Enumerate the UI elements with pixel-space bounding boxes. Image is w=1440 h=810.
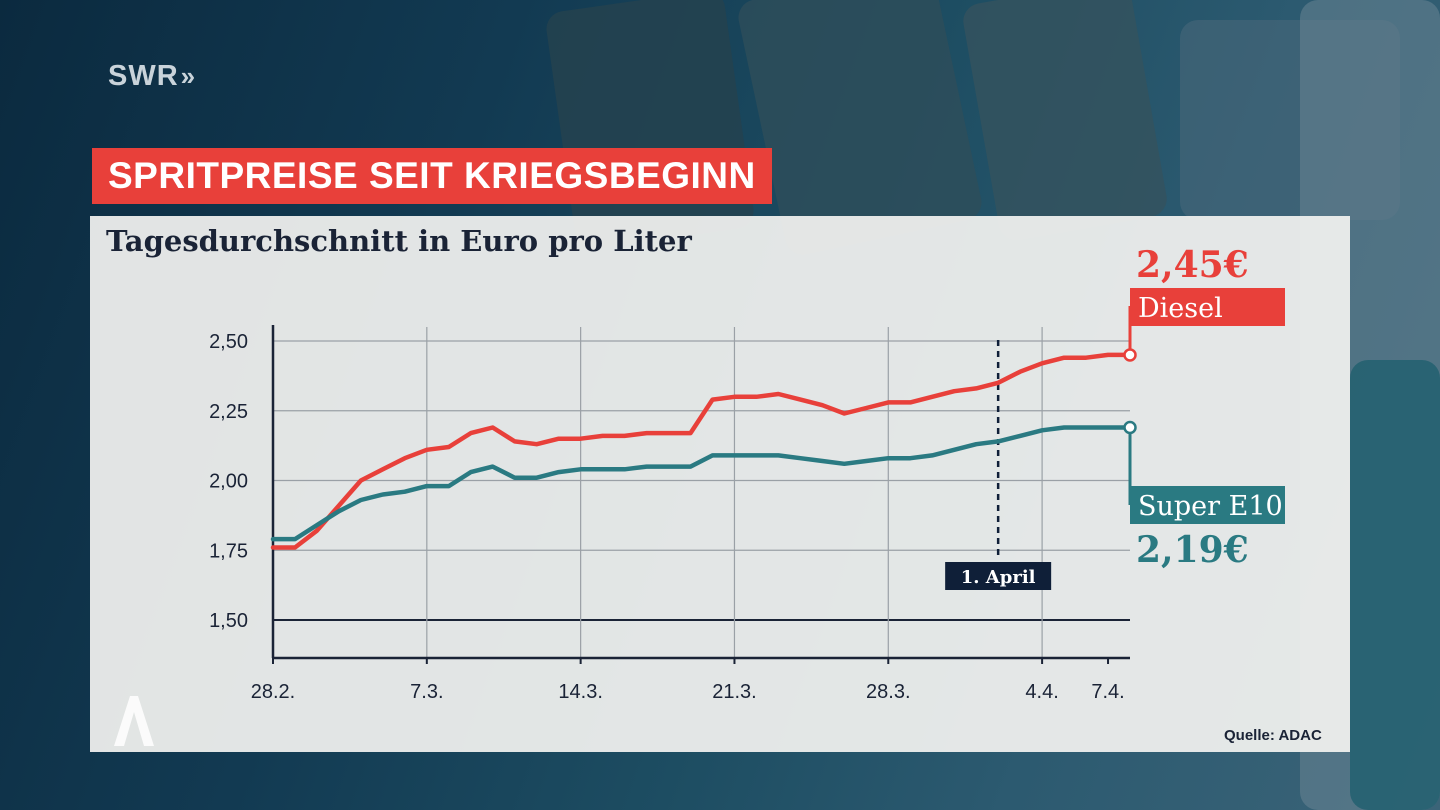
series-line-diesel	[270, 352, 1133, 550]
e10-label-bg	[1130, 486, 1285, 524]
y-tick-label: 2,00	[209, 471, 248, 493]
headline: SPRITPREISE SEIT KRIEGSBEGINN	[92, 148, 772, 204]
x-tick-label: 28.3.	[866, 681, 910, 703]
x-tick-label: 21.3.	[712, 681, 756, 703]
diesel-label: Diesel	[1138, 293, 1223, 324]
ard-logo-icon	[114, 696, 154, 746]
e10-label: Super E10	[1138, 491, 1283, 522]
y-tick-label: 1,75	[209, 540, 248, 562]
y-tick-label: 2,25	[209, 401, 248, 423]
series-line-super-e10	[270, 425, 1133, 542]
x-tick-label: 14.3.	[558, 681, 602, 703]
diesel-value-label: 2,45€	[1136, 244, 1249, 286]
source-note: Quelle: ADAC	[1224, 727, 1322, 744]
x-tick-label: 7.3.	[410, 681, 443, 703]
x-tick-label: 7.4.	[1091, 681, 1124, 703]
x-tick-label: 28.2.	[251, 681, 295, 703]
diesel-end-point	[1123, 348, 1137, 362]
april-marker-label: 1. April	[961, 567, 1036, 588]
diesel-label-bg	[1130, 288, 1285, 326]
april-marker-label-bg	[945, 562, 1052, 590]
chart-subtitle: Tagesdurchschnitt in Euro pro Liter	[106, 224, 692, 258]
bg-pump-nozzle	[1350, 360, 1440, 810]
x-tick-label: 4.4.	[1025, 681, 1058, 703]
y-tick-label: 1,50	[209, 610, 248, 632]
e10-end-point	[1123, 420, 1137, 435]
y-tick-label: 2,50	[209, 331, 248, 353]
e10-value-label: 2,19€	[1136, 529, 1249, 571]
